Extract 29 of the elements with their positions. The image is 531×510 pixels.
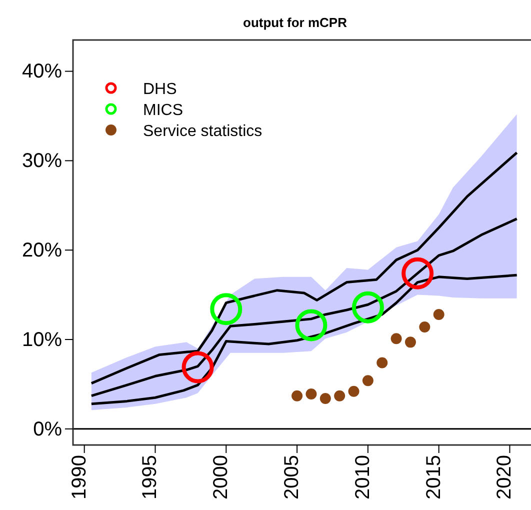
- point: [292, 390, 303, 402]
- y-tick-label: 40%: [22, 60, 62, 83]
- point: [376, 357, 388, 368]
- line-series: [90, 151, 518, 385]
- x-tick-label: 2015: [422, 455, 445, 500]
- x-tick-label: 1995: [139, 455, 162, 500]
- point: [390, 333, 402, 344]
- point: [306, 388, 317, 400]
- y-tick-label: 0%: [33, 418, 62, 440]
- x-tick-label: 2010: [352, 455, 374, 500]
- y-tick-label: 30%: [22, 150, 62, 172]
- point: [419, 322, 430, 332]
- x-tick-label: 2020: [494, 455, 516, 500]
- point: [362, 375, 374, 386]
- line-series: [90, 218, 518, 398]
- point: [433, 308, 444, 320]
- y-tick-label: 20%: [22, 240, 62, 262]
- legend-label: DHS: [143, 81, 177, 98]
- point: [348, 386, 360, 397]
- point: [334, 390, 346, 402]
- legend-label: MICS: [143, 102, 183, 119]
- legend-label: Service statistics: [143, 123, 262, 140]
- x-tick-label: 2005: [281, 455, 304, 500]
- y-tick-label: 10%: [22, 328, 62, 351]
- point: [404, 336, 416, 348]
- chart-title: output for mCPR: [243, 15, 348, 30]
- x-tick-label: 2000: [210, 455, 232, 500]
- point: [320, 393, 331, 404]
- x-tick-label: 1990: [68, 455, 90, 500]
